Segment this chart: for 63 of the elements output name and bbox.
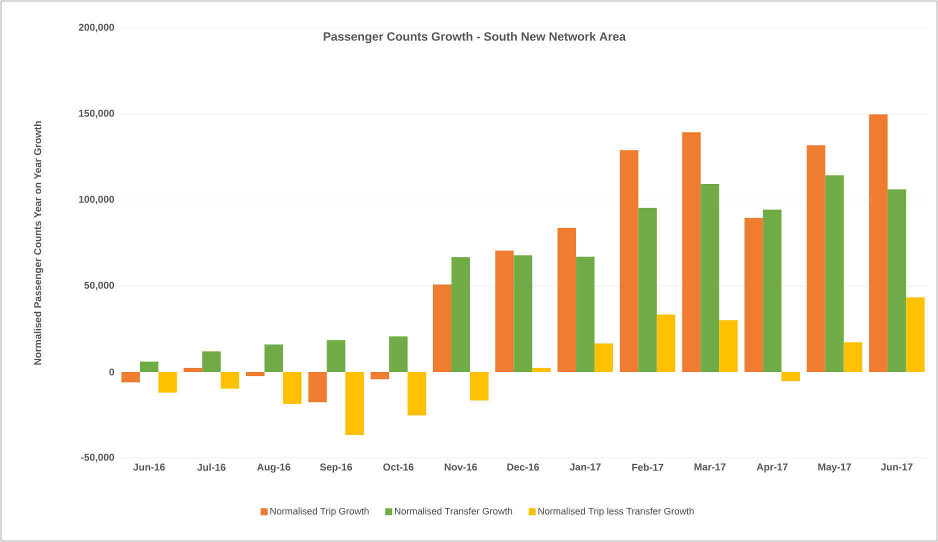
bar (140, 362, 158, 372)
x-tick-label: Jul-16 (197, 464, 226, 471)
bar (514, 255, 532, 372)
x-tick-label: Sep-16 (320, 464, 352, 473)
y-tick-label: 200,000 (78, 24, 114, 32)
y-tick-label: 50,000 (84, 282, 114, 290)
bar (744, 218, 763, 372)
x-tick-label: Jan-17 (570, 464, 601, 470)
bar (594, 343, 614, 372)
bar (370, 372, 390, 380)
x-tick-label: Nov-16 (444, 464, 477, 471)
bar (246, 372, 265, 376)
bar (781, 372, 800, 382)
x-tick-label: May-17 (818, 464, 851, 472)
bar (184, 368, 202, 372)
y-tick-label: 100,000 (79, 196, 114, 204)
bar (408, 372, 426, 416)
x-tick-label: Apr-17 (756, 464, 788, 472)
bar (844, 342, 862, 372)
bar (620, 150, 638, 372)
bar (558, 228, 576, 372)
bar (762, 210, 782, 372)
bar (326, 340, 346, 372)
bar (158, 372, 177, 393)
bar (682, 132, 701, 372)
bar (451, 257, 470, 372)
bar (906, 297, 925, 372)
bar (869, 114, 888, 372)
x-tick-label: Dec-16 (507, 464, 539, 471)
bar (432, 284, 452, 372)
bar (202, 351, 221, 372)
bar (264, 344, 284, 372)
bar (532, 368, 551, 372)
y-tick-label: 0 (109, 368, 114, 376)
bar (806, 145, 826, 372)
bar (345, 372, 364, 435)
x-tick-label: Feb-17 (632, 464, 664, 471)
bar (308, 372, 327, 402)
y-axis-title: Normalised Passenger Counts Year on Year Growth (34, 121, 44, 365)
x-tick-label: Oct-16 (383, 464, 414, 471)
x-tick-label: Aug-16 (257, 464, 290, 473)
y-tick-label: 150,000 (79, 110, 114, 118)
bar (888, 189, 906, 372)
legend-label: Normalised Trip Growth (270, 508, 369, 516)
y-tick-label: -50,000 (81, 454, 114, 462)
legend-label: Normalised Trip less Transfer Growth (538, 508, 694, 516)
bar (719, 320, 738, 372)
bar (220, 372, 240, 389)
bar (638, 208, 657, 372)
bar (576, 256, 595, 372)
x-tick-label: Jun-17 (880, 464, 912, 470)
bar (700, 184, 720, 372)
legend-label: Normalised Transfer Growth (394, 508, 512, 515)
bar (825, 175, 844, 372)
bar (389, 336, 408, 372)
bar (470, 372, 488, 400)
x-tick-label: Mar-17 (694, 464, 726, 470)
chart-title: Passenger Counts Growth - South New Network Area (324, 32, 626, 44)
x-tick-label: Jun-16 (133, 464, 165, 471)
bar (283, 372, 302, 404)
bar (495, 250, 514, 372)
bar (656, 314, 676, 372)
bar (121, 372, 140, 382)
